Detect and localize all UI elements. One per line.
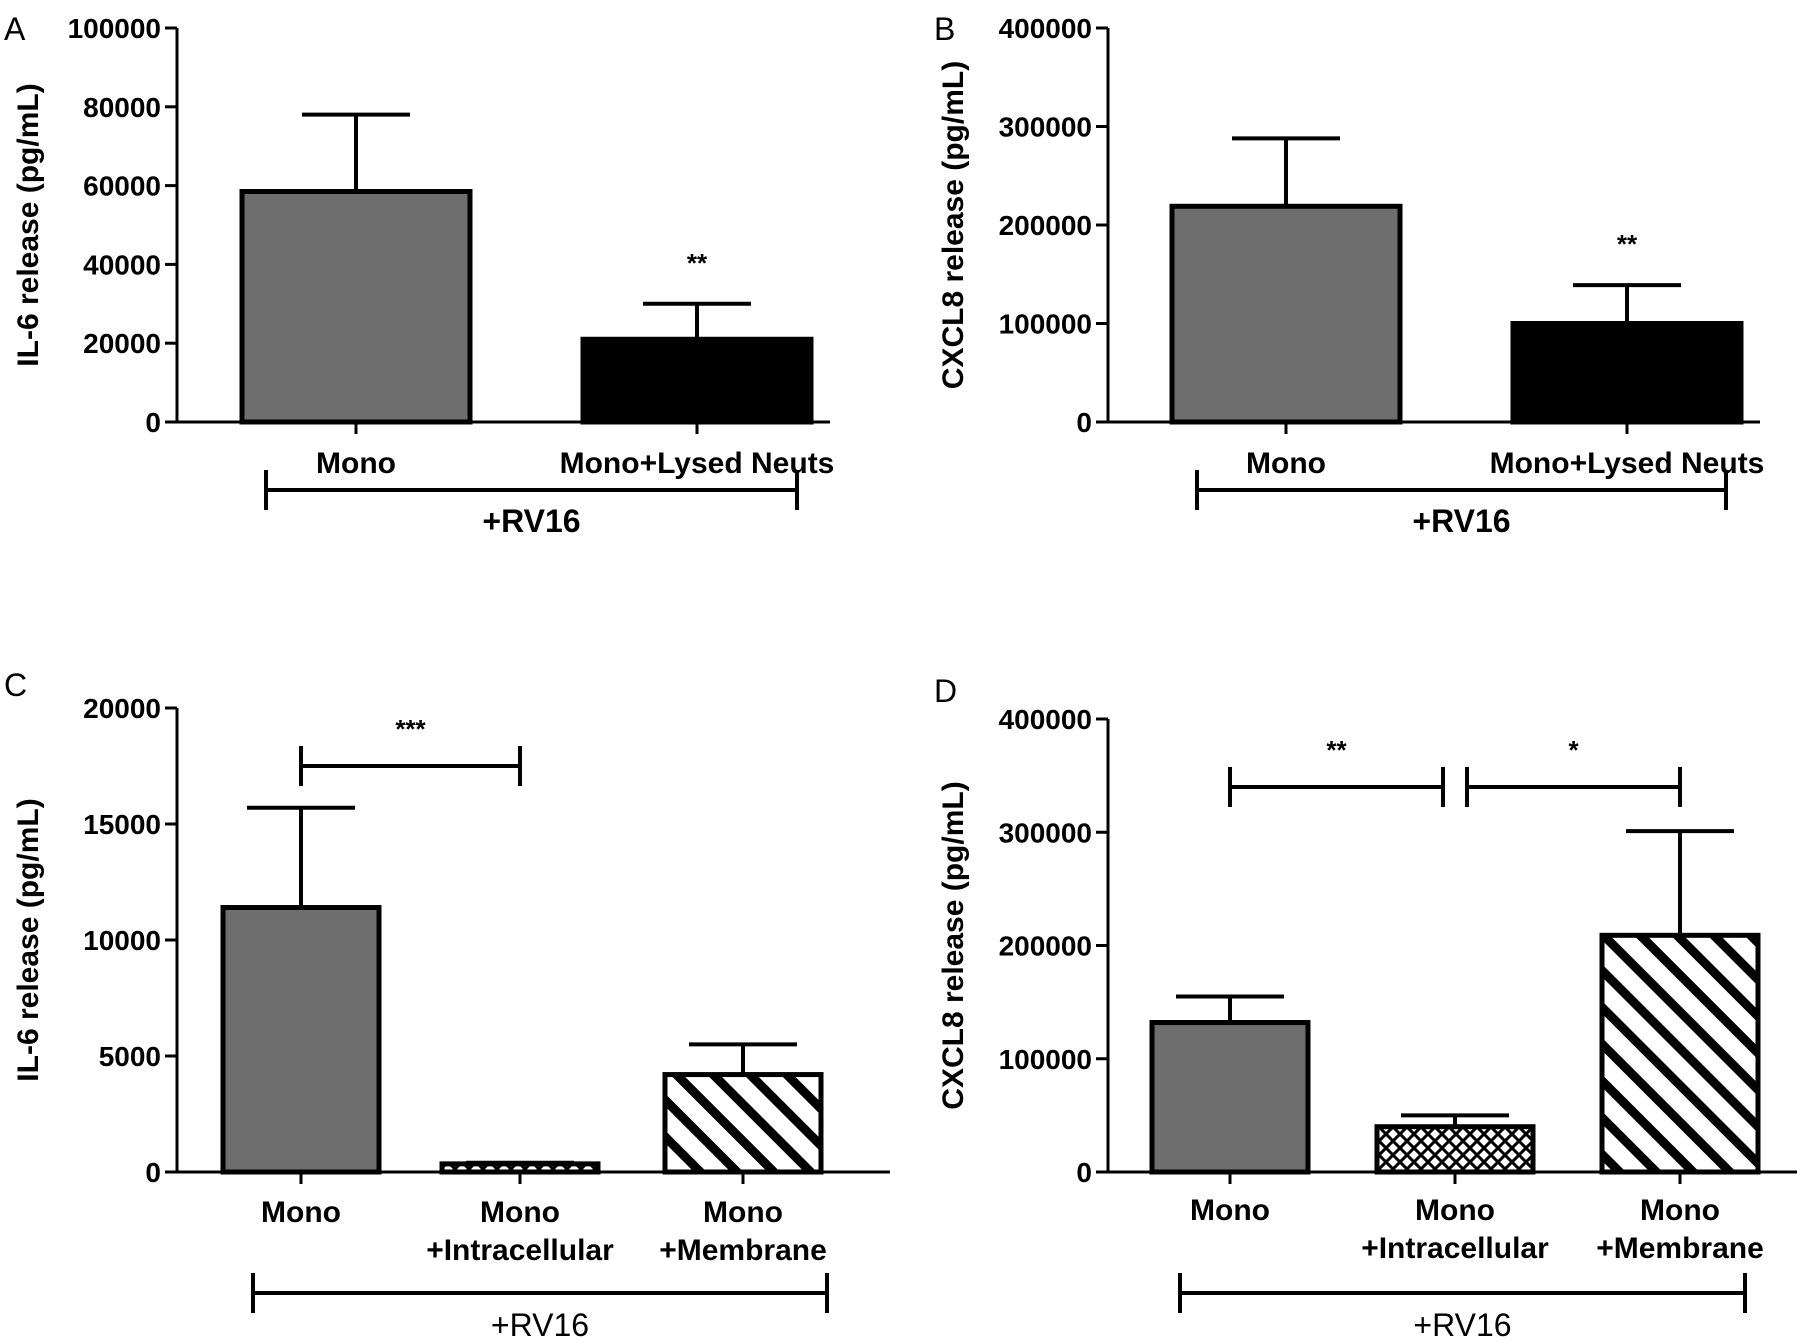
y-tick-label: 100000 xyxy=(68,13,161,44)
bar xyxy=(1169,203,1403,425)
y-tick-label: 0 xyxy=(145,1157,161,1188)
y-tick-label: 40000 xyxy=(83,249,161,280)
y-tick-label: 200000 xyxy=(999,931,1092,962)
y-axis-label: IL-6 release (pg/mL) xyxy=(12,83,45,366)
y-tick-label: 0 xyxy=(1076,407,1092,438)
bar xyxy=(220,905,382,1175)
significance-label: * xyxy=(1568,735,1579,765)
bar xyxy=(1374,1124,1536,1175)
bar xyxy=(439,1161,601,1175)
y-tick-label: 100000 xyxy=(999,309,1092,340)
y-axis-label: CXCL8 release (pg/mL) xyxy=(937,781,970,1109)
y-tick-label: 15000 xyxy=(83,809,161,840)
y-tick-label: 20000 xyxy=(83,693,161,724)
panel-letter: C xyxy=(4,667,27,703)
x-tick-label: Mono xyxy=(1190,1194,1270,1227)
condition-label: +RV16 xyxy=(1413,1307,1511,1342)
condition-label: +RV16 xyxy=(491,1307,589,1342)
y-axis-label: CXCL8 release (pg/mL) xyxy=(937,61,970,389)
x-tick-label: Mono xyxy=(480,1196,560,1229)
x-tick-label: +Intracellular xyxy=(426,1234,614,1267)
y-tick-label: 0 xyxy=(145,407,161,438)
x-tick-label: +Membrane xyxy=(1596,1232,1764,1265)
panel-letter: B xyxy=(934,11,955,47)
significance-label: ** xyxy=(1617,229,1638,259)
bar xyxy=(662,1072,824,1175)
bar xyxy=(580,336,814,425)
y-tick-label: 5000 xyxy=(99,1041,161,1072)
bar xyxy=(1599,932,1761,1175)
y-tick-label: 100000 xyxy=(999,1044,1092,1075)
chart-panel-a: A 0 20000 40000 60000 80000 100000 IL-6 release… xyxy=(4,11,834,539)
bar xyxy=(239,189,473,425)
x-tick-label: +Membrane xyxy=(659,1234,827,1267)
x-tick-label: Mono xyxy=(1246,447,1326,480)
chart-panel-b: B 0 100000 200000 300000 400000 CXCL8 release … xyxy=(934,11,1764,539)
x-tick-label: Mono xyxy=(1640,1194,1720,1227)
chart-panel-d: D 0 100000 200000 300000 400000 CXCL8 release … xyxy=(934,673,1797,1342)
x-tick-label: Mono xyxy=(261,1196,341,1229)
y-tick-label: 400000 xyxy=(999,13,1092,44)
y-tick-label: 10000 xyxy=(83,925,161,956)
chart-panel-c: C 0 5000 10000 15000 20000 IL-6 release (pg/mL… xyxy=(4,667,890,1342)
y-tick-label: 300000 xyxy=(999,817,1092,848)
x-tick-label: +Intracellular xyxy=(1361,1232,1549,1265)
x-tick-label: Mono xyxy=(316,447,396,480)
y-axis-label: IL-6 release (pg/mL) xyxy=(12,798,45,1081)
y-tick-label: 80000 xyxy=(83,92,161,123)
x-tick-label: Mono xyxy=(703,1196,783,1229)
y-tick-label: 200000 xyxy=(999,210,1092,241)
y-tick-label: 20000 xyxy=(83,328,161,359)
x-tick-label: Mono xyxy=(1415,1194,1495,1227)
panel-letter: D xyxy=(934,673,957,709)
y-tick-label: 400000 xyxy=(999,704,1092,735)
x-tick-label: Mono+Lysed Neuts xyxy=(1490,447,1765,480)
condition-label: +RV16 xyxy=(1412,503,1510,539)
y-tick-label: 60000 xyxy=(83,171,161,202)
bar xyxy=(1149,1020,1311,1175)
significance-label: ** xyxy=(1326,735,1347,765)
panel-letter: A xyxy=(4,11,26,47)
y-tick-label: 300000 xyxy=(999,112,1092,143)
significance-label: ** xyxy=(687,248,708,278)
bar xyxy=(1510,321,1744,425)
y-tick-label: 0 xyxy=(1076,1157,1092,1188)
significance-label: *** xyxy=(395,714,426,744)
condition-label: +RV16 xyxy=(482,503,580,539)
x-tick-label: Mono+Lysed Neuts xyxy=(560,447,835,480)
